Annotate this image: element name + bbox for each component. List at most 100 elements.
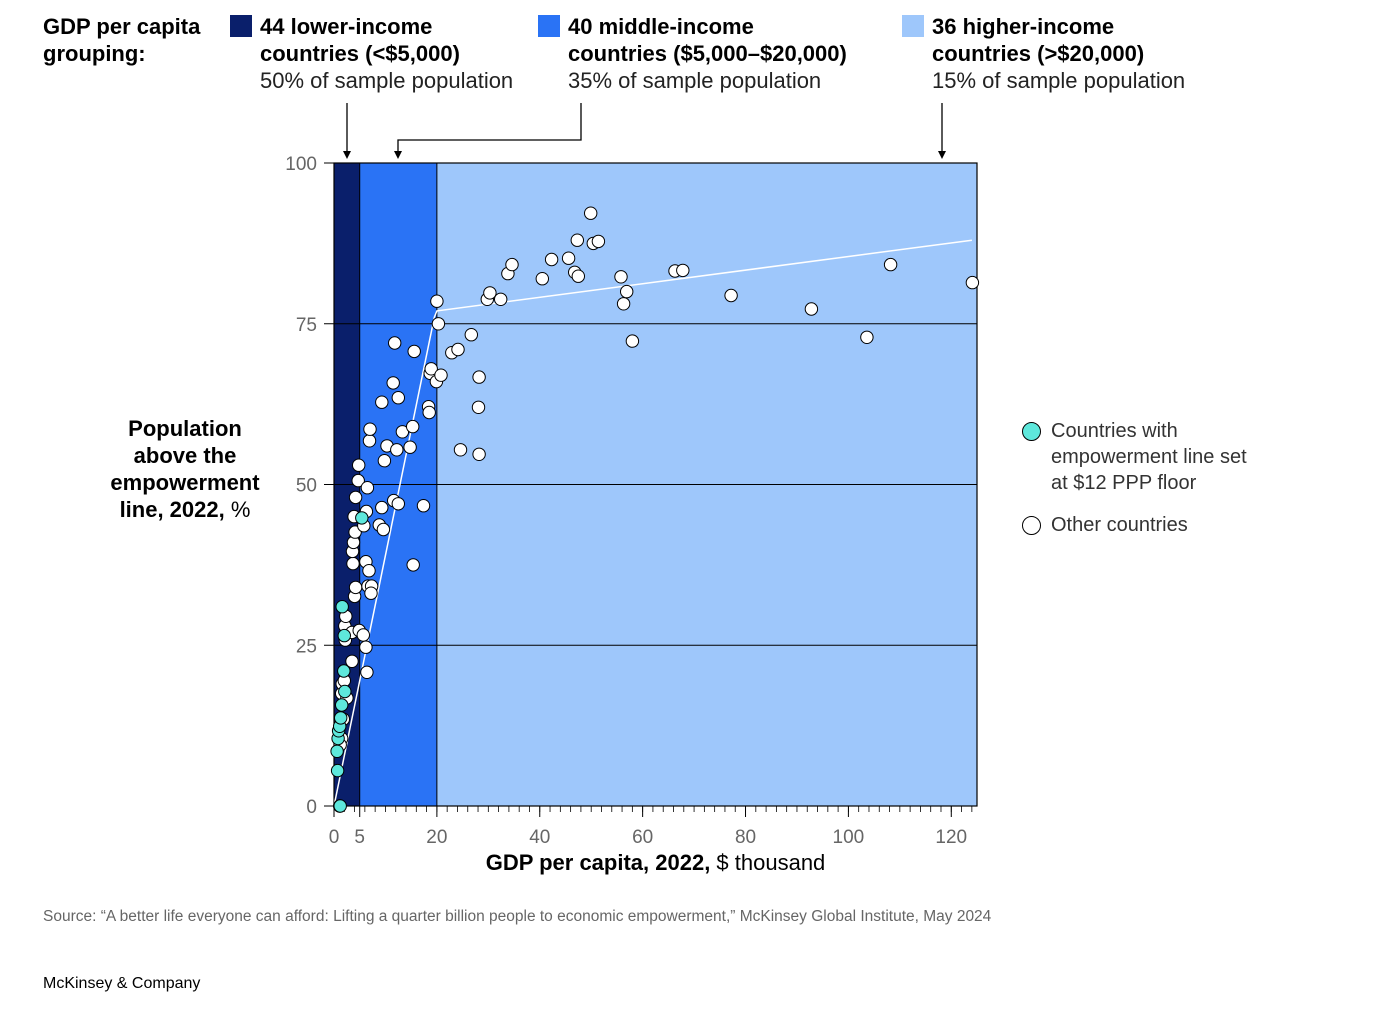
floor-country-point bbox=[337, 664, 351, 678]
other-country-point bbox=[345, 654, 359, 668]
other-country-point bbox=[424, 362, 438, 376]
floor-country-point bbox=[335, 600, 349, 614]
other-country-point bbox=[364, 586, 378, 600]
middle-income-swatch bbox=[538, 15, 560, 37]
other-country-point bbox=[352, 458, 366, 472]
x-tick-label: 20 bbox=[426, 827, 447, 848]
key-item-other: Other countries bbox=[1022, 512, 1262, 538]
other-country-point bbox=[464, 328, 478, 342]
other-country-point bbox=[416, 499, 431, 513]
floor-country-point bbox=[334, 711, 348, 725]
other-country-point bbox=[535, 272, 549, 286]
other-country-point bbox=[472, 370, 486, 384]
group-share: 15% of sample population bbox=[932, 68, 1186, 93]
brand-logo: McKinsey & Company bbox=[43, 975, 201, 992]
legend-group-lower-income: 44 lower-income countries (<$5,000) 50% … bbox=[230, 13, 513, 94]
other-country-point bbox=[351, 473, 365, 488]
other-country-point bbox=[362, 434, 377, 448]
other-country-point bbox=[494, 292, 508, 306]
other-country-point bbox=[471, 400, 486, 414]
other-country-point bbox=[561, 251, 576, 265]
x-tick-label: 80 bbox=[735, 827, 756, 848]
x-tick-label: 40 bbox=[529, 827, 550, 848]
y-tick-label: 0 bbox=[306, 797, 317, 818]
other-country-point bbox=[406, 558, 420, 572]
y-axis-label-bold: Population above the empowerment line, 2… bbox=[110, 416, 260, 522]
other-country-point bbox=[591, 234, 606, 249]
other-country-point bbox=[614, 270, 628, 284]
other-country-point bbox=[359, 640, 373, 654]
x-axis-label-unit: $ thousand bbox=[710, 850, 826, 875]
y-tick-label: 75 bbox=[296, 315, 317, 336]
key-label: Other countries bbox=[1051, 514, 1188, 536]
other-country-point bbox=[363, 422, 377, 436]
other-country-point bbox=[860, 330, 874, 344]
other-country-point bbox=[348, 580, 363, 595]
x-tick-label: 5 bbox=[354, 827, 365, 848]
y-axis-label: Population above the empowerment line, 2… bbox=[100, 415, 270, 523]
other-country-point bbox=[472, 447, 486, 461]
arrow-head-icon bbox=[343, 151, 351, 159]
other-country-point bbox=[386, 376, 400, 390]
x-tick-label: 0 bbox=[329, 827, 340, 848]
other-country-point bbox=[804, 302, 819, 316]
y-axis-label-unit: % bbox=[224, 497, 251, 522]
x-axis-label-bold: GDP per capita, 2022, bbox=[485, 850, 711, 875]
lower-income-swatch bbox=[230, 15, 252, 37]
floor-country-point bbox=[337, 628, 351, 643]
source-note: Source: “A better life everyone can affo… bbox=[43, 908, 992, 925]
key-label: Countries with empowerment line set at $… bbox=[1051, 420, 1247, 494]
middle-income-pointer bbox=[397, 103, 582, 152]
other-country-point bbox=[391, 391, 405, 405]
other-country-point bbox=[403, 440, 417, 454]
other-country-point bbox=[362, 564, 376, 578]
group-share: 50% of sample population bbox=[260, 68, 514, 93]
group-title: 40 middle-income countries ($5,000–$20,0… bbox=[568, 14, 847, 66]
other-country-point bbox=[375, 500, 389, 515]
other-country-point bbox=[430, 294, 444, 308]
other-country-point bbox=[406, 419, 420, 434]
group-share: 35% of sample population bbox=[568, 68, 822, 93]
floor-country-point bbox=[335, 698, 349, 712]
other-country-point bbox=[505, 257, 519, 272]
legend-group-higher-income: 36 higher-income countries (>$20,000) 15… bbox=[902, 13, 1185, 94]
other-country-point bbox=[390, 443, 404, 457]
other-country-point bbox=[570, 233, 584, 247]
y-tick-label: 50 bbox=[296, 476, 317, 497]
floor-country-point bbox=[355, 511, 369, 525]
x-tick-label: 120 bbox=[935, 827, 967, 848]
other-country-point bbox=[483, 286, 497, 300]
other-country-point bbox=[571, 269, 585, 283]
arrow-head-icon bbox=[394, 151, 402, 159]
floor-country-point bbox=[330, 744, 344, 758]
trend-line bbox=[333, 239, 972, 807]
other-country-point bbox=[346, 556, 360, 571]
floor-country-point bbox=[333, 799, 347, 813]
other-country-point bbox=[453, 443, 468, 457]
other-country-point bbox=[625, 334, 640, 348]
legend-heading: GDP per capita grouping: bbox=[43, 14, 201, 66]
legend-group-middle-income: 40 middle-income countries ($5,000–$20,0… bbox=[538, 13, 847, 94]
other-country-point bbox=[676, 263, 690, 278]
y-tick-label: 25 bbox=[296, 636, 317, 657]
other-country-point bbox=[377, 454, 392, 468]
other-country-point bbox=[375, 395, 389, 409]
other-country-point bbox=[391, 497, 405, 511]
teal-dot-icon bbox=[1022, 422, 1041, 441]
other-country-point bbox=[422, 405, 436, 420]
group-title: 36 higher-income countries (>$20,000) bbox=[932, 14, 1145, 66]
white-dot-icon bbox=[1022, 516, 1041, 535]
arrow-head-icon bbox=[938, 151, 946, 159]
other-country-point bbox=[407, 344, 421, 359]
other-country-point bbox=[616, 297, 631, 311]
x-tick-label: 60 bbox=[632, 827, 653, 848]
y-tick-label: 100 bbox=[285, 154, 317, 175]
other-country-point bbox=[360, 665, 374, 679]
other-country-point bbox=[376, 522, 391, 537]
other-country-point bbox=[434, 368, 448, 382]
other-country-point bbox=[388, 336, 402, 350]
other-country-point bbox=[620, 284, 634, 299]
key-item-floor: Countries with empowerment line set at $… bbox=[1022, 418, 1262, 496]
other-country-point bbox=[356, 628, 370, 642]
